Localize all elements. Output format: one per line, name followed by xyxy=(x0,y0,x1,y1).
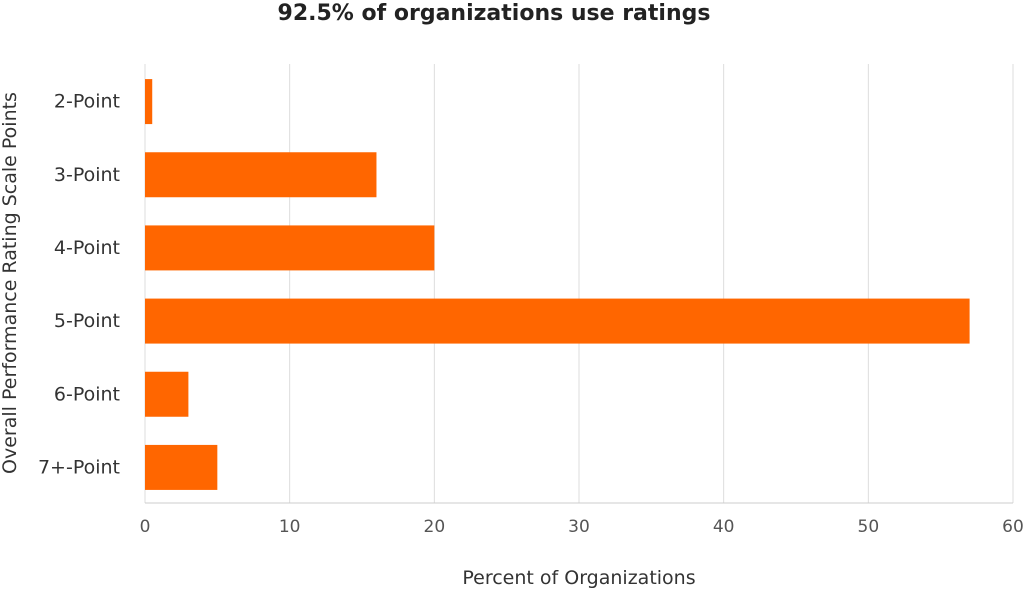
y-tick-label: 3-Point xyxy=(54,164,120,186)
y-axis-label: Overall Performance Rating Scale Points xyxy=(0,92,21,474)
bar-6-point xyxy=(145,371,189,417)
y-tick-label: 7+-Point xyxy=(38,456,120,478)
bar-4-point xyxy=(145,225,435,271)
x-axis-label: Percent of Organizations xyxy=(462,567,695,589)
y-tick-labels: 2-Point 3-Point 4-Point 5-Point 6-Point 7+-Po… xyxy=(38,91,120,479)
y-tick-label: 5-Point xyxy=(54,310,120,332)
x-tick-label: 0 xyxy=(140,517,151,537)
x-tick-label: 10 xyxy=(279,517,301,537)
x-tick-label: 20 xyxy=(424,517,446,537)
chart-title: 92.5% of organizations use ratings xyxy=(278,1,711,26)
bar-2-point xyxy=(145,79,153,125)
y-tick-label: 6-Point xyxy=(54,383,120,405)
bar-7-point xyxy=(145,444,218,490)
x-tick-label: 30 xyxy=(568,517,590,537)
gridlines xyxy=(144,64,1014,504)
y-tick-label: 4-Point xyxy=(54,237,120,259)
bar-3-point xyxy=(145,152,377,198)
x-tick-label: 50 xyxy=(858,517,880,537)
x-tick-labels: 0 10 20 30 40 50 60 xyxy=(140,517,1024,537)
x-tick-label: 60 xyxy=(1002,517,1024,537)
bars xyxy=(145,79,970,490)
y-tick-label: 2-Point xyxy=(54,91,120,113)
bar-5-point xyxy=(145,298,970,344)
x-tick-label: 40 xyxy=(713,517,735,537)
